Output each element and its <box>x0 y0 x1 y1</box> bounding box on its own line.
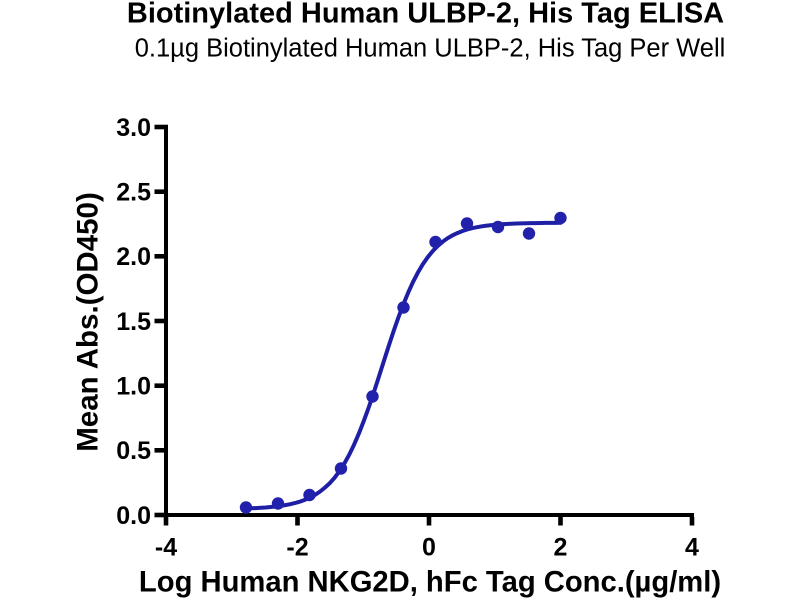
svg-text:3.0: 3.0 <box>116 114 151 142</box>
svg-text:2.0: 2.0 <box>116 243 151 271</box>
svg-text:-4: -4 <box>155 534 177 562</box>
svg-text:1.0: 1.0 <box>116 373 151 401</box>
svg-text:Biotinylated Human ULBP-2, His: Biotinylated Human ULBP-2, His Tag ELISA <box>127 0 724 30</box>
svg-text:2.5: 2.5 <box>116 179 151 207</box>
svg-text:-2: -2 <box>286 534 308 562</box>
svg-text:0: 0 <box>422 534 436 562</box>
svg-text:2: 2 <box>554 534 568 562</box>
svg-text:1.5: 1.5 <box>116 308 151 336</box>
svg-text:0.5: 0.5 <box>116 437 151 465</box>
svg-text:Log Human NKG2D, hFc Tag Conc.: Log Human NKG2D, hFc Tag Conc.(µg/ml) <box>139 567 721 599</box>
svg-text:0.1µg Biotinylated Human ULBP-: 0.1µg Biotinylated Human ULBP-2, His Tag… <box>135 35 726 63</box>
svg-text:0.0: 0.0 <box>116 502 151 530</box>
svg-text:Mean Abs.(OD450): Mean Abs.(OD450) <box>72 192 105 452</box>
svg-text:4: 4 <box>685 534 699 562</box>
